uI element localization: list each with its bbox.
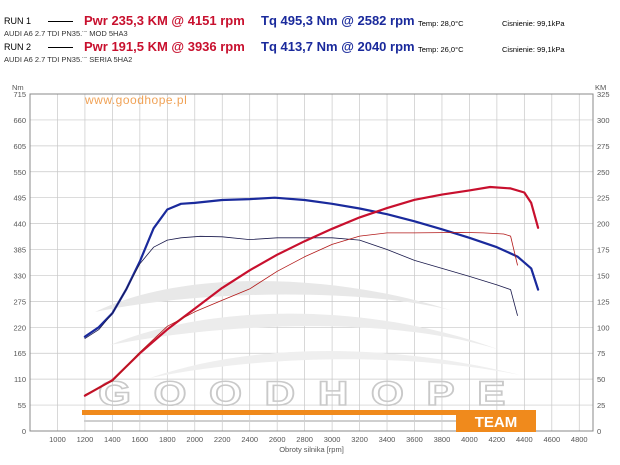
y-left-tick-label: 55 (18, 401, 26, 410)
y-left-tick-label: 275 (13, 297, 26, 306)
y-right-tick-label: 275 (597, 142, 610, 151)
run2-pressure: Cisnienie: 99,1kPa (502, 45, 565, 54)
run1-pressure: Cisnienie: 99,1kPa (502, 19, 565, 28)
x-tick-label: 3800 (434, 435, 451, 444)
x-tick-label: 3600 (406, 435, 423, 444)
run1-power-readout: Pwr 235,3 KM @ 4151 rpm (84, 13, 245, 28)
y-right-tick-label: 150 (597, 271, 610, 280)
y-left-unit: Nm (12, 83, 24, 92)
y-left-tick-label: 220 (13, 323, 26, 332)
run1-legend-line (48, 21, 73, 22)
chart-header: RUN 1 AUDI A6 2.7 TDI PN35.¨¨ MOD 5HA3 P… (0, 0, 620, 70)
y-right-tick-label: 50 (597, 375, 605, 384)
x-tick-label: 3000 (324, 435, 341, 444)
y-left-tick-label: 660 (13, 116, 26, 125)
y-right-tick-label: 125 (597, 297, 610, 306)
watermark-site: www.goodhope.pl (84, 93, 187, 107)
x-tick-label: 2800 (296, 435, 313, 444)
y-right-tick-label: 250 (597, 168, 610, 177)
x-tick-label: 1400 (104, 435, 121, 444)
watermark-logo: GOODHOPE (98, 375, 528, 413)
grey-band (84, 420, 458, 422)
axes-layer: 1000 1200 1400 1600 1800 2000 2200 2400 2600 2800… (12, 83, 610, 454)
y-right-tick-label: 325 (597, 90, 610, 99)
y-right-unit: KM (595, 83, 606, 92)
x-tick-label: 1800 (159, 435, 176, 444)
plot-frame (29, 93, 594, 432)
y-left-tick-label: 165 (13, 349, 26, 358)
x-tick-label: 2200 (214, 435, 231, 444)
series-line (83, 196, 540, 338)
x-tick-label: 3400 (379, 435, 396, 444)
y-left-tick-label: 0 (22, 427, 26, 436)
y-left-tick-label: 330 (13, 271, 26, 280)
run2-power-readout: Pwr 191,5 KM @ 3936 rpm (84, 39, 245, 54)
run2-label: RUN 2 (4, 42, 32, 52)
swoosh-shape-3 (150, 350, 520, 378)
x-tick-label: 2600 (269, 435, 286, 444)
run2-torque-readout: Tq 413,7 Nm @ 2040 rpm (261, 39, 415, 54)
y-left-tick-label: 495 (13, 194, 26, 203)
y-right-tick-label: 200 (597, 220, 610, 229)
x-tick-label: 4600 (543, 435, 560, 444)
y-right-tick-label: 25 (597, 401, 605, 410)
swoosh-shape-2 (110, 313, 500, 350)
y-left-tick-label: 110 (14, 375, 26, 384)
run1-temperature: Temp: 28,0°C (418, 19, 464, 28)
x-tick-label: 1200 (77, 435, 94, 444)
y-right-tick-label: 75 (597, 349, 605, 358)
series-layer (83, 185, 540, 397)
swoosh-shape-1 (95, 281, 450, 312)
run2-temperature: Temp: 26,0°C (418, 45, 464, 54)
team-badge (456, 410, 536, 432)
y-right-tick-label: 100 (597, 323, 610, 332)
y-left-tick-label: 550 (13, 168, 26, 177)
run1-car-name: AUDI A6 2.7 TDI PN35.¨¨ MOD 5HA3 (4, 29, 128, 38)
series-line (84, 235, 518, 340)
x-tick-label: 2400 (241, 435, 258, 444)
run2-legend-line (48, 47, 73, 48)
x-axis-title: Obroty silnika [rpm] (279, 445, 344, 454)
x-tick-label: 4200 (489, 435, 506, 444)
x-tick-label: 3200 (351, 435, 368, 444)
y-right-tick-label: 300 (597, 116, 610, 125)
series-line (84, 231, 518, 396)
series-line (83, 185, 540, 397)
orange-band (82, 410, 458, 415)
y-left-tick-label: 385 (13, 246, 26, 255)
y-left-tick-label: 440 (13, 220, 26, 229)
y-right-tick-label: 0 (597, 427, 601, 436)
run1-torque-readout: Tq 495,3 Nm @ 2582 rpm (261, 13, 415, 28)
x-tick-label: 1000 (49, 435, 66, 444)
y-right-tick-label: 225 (597, 194, 610, 203)
x-tick-label: 4800 (571, 435, 588, 444)
x-tick-label: 4400 (516, 435, 533, 444)
team-label: TEAM (475, 414, 518, 431)
x-tick-label: 1600 (132, 435, 149, 444)
run1-label: RUN 1 (4, 16, 32, 26)
y-right-tick-label: 175 (597, 246, 610, 255)
x-tick-label: 2000 (186, 435, 203, 444)
run2-car-name: AUDI A6 2.7 TDI PN35.¨¨ SERIA 5HA2 (4, 55, 133, 64)
x-tick-label: 4000 (461, 435, 478, 444)
y-left-tick-label: 715 (13, 90, 26, 99)
watermark: www.goodhope.pl GOODHOPE TEAM (82, 93, 536, 432)
y-left-tick-label: 605 (13, 142, 26, 151)
